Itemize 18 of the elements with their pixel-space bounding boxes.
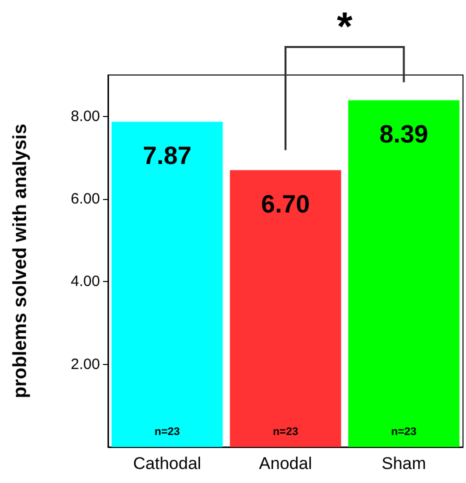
y-axis-title: problems solved with analysis: [10, 124, 31, 398]
bar: [112, 122, 223, 447]
annotation: n=23: [154, 426, 180, 438]
x-tick-label: Anodal: [259, 454, 312, 473]
bar: [348, 100, 460, 447]
x-tick-label: Sham: [382, 454, 426, 473]
y-tick-label: 4.00: [70, 273, 100, 290]
x-tick-label: Cathodal: [133, 454, 202, 473]
annotation: n=23: [272, 426, 298, 438]
text: *: [336, 5, 353, 49]
bar: [230, 170, 342, 447]
y-tick-label: 2.00: [70, 356, 100, 373]
data-label: 7.87: [142, 142, 192, 170]
y-tick-label: 6.00: [70, 190, 100, 208]
y-tick-label: 8.00: [70, 108, 100, 125]
annotation: n=23: [391, 426, 417, 438]
data-label: 8.39: [379, 120, 428, 149]
data-label: 6.70: [261, 190, 310, 219]
